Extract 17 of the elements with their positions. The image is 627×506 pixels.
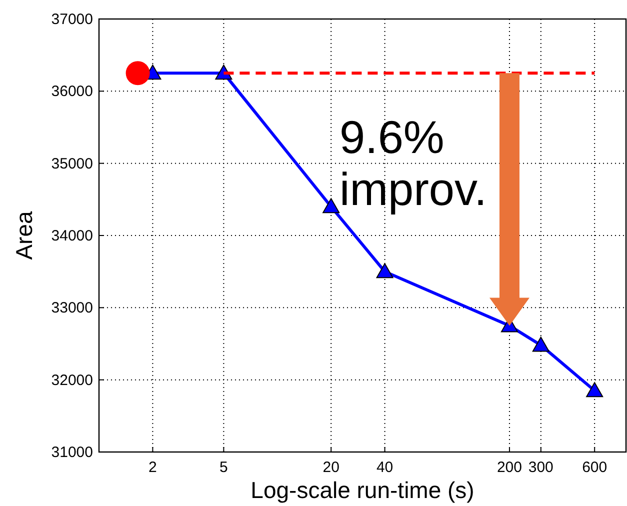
- y-tick-label: 36000: [51, 83, 93, 100]
- y-axis-title: Area: [11, 211, 37, 260]
- y-tick-label: 34000: [51, 228, 93, 244]
- x-tick-label: 5: [220, 459, 228, 476]
- y-tick-label: 37000: [51, 11, 93, 28]
- x-tick-label: 200: [496, 459, 522, 476]
- x-tick-label: 2: [148, 459, 157, 476]
- x-tick-label: 20: [322, 459, 340, 476]
- y-tick-label: 35000: [51, 155, 93, 172]
- y-tick-label: 33000: [51, 300, 93, 317]
- x-tick-label: 600: [582, 459, 608, 476]
- x-axis-title: Log-scale run-time (s): [250, 477, 474, 503]
- x-tick-label: 300: [528, 459, 554, 476]
- x-tick-label: 40: [376, 459, 394, 476]
- y-tick-label: 31000: [51, 444, 93, 461]
- annotation: 9.6% improv.: [339, 111, 487, 216]
- y-tick-label: 32000: [51, 372, 93, 389]
